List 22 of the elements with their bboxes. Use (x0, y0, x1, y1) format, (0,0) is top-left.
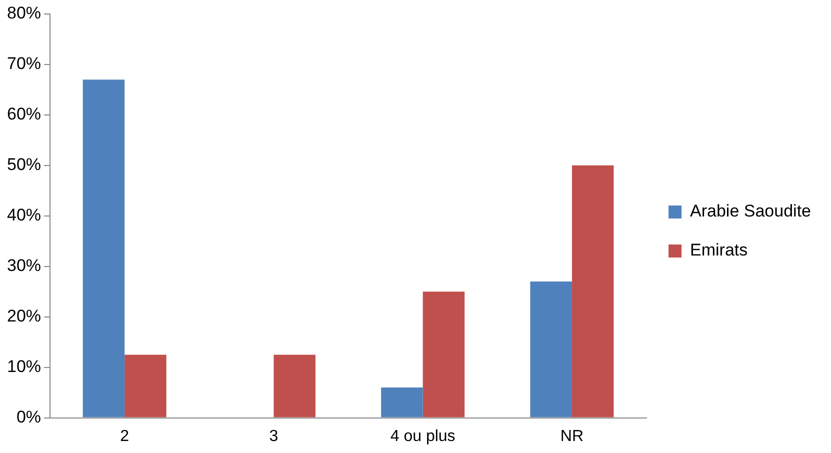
y-tick-label: 70% (6, 54, 42, 74)
y-tick-label: 20% (6, 306, 42, 326)
bar (381, 388, 423, 418)
y-tick-label: 10% (6, 357, 42, 376)
bar (82, 80, 125, 418)
legend-label: Arabie Saoudite (690, 202, 812, 221)
legend-label: Emirats (690, 240, 748, 260)
bar (274, 354, 316, 418)
y-tick-label: 0% (16, 407, 42, 426)
x-tick-label: 2 (120, 428, 130, 445)
bar (124, 354, 166, 418)
bar (422, 292, 465, 418)
bar (530, 282, 572, 418)
y-tick-label: 80% (6, 4, 42, 23)
y-tick-label: 30% (6, 256, 42, 276)
x-tick-label: 3 (269, 428, 278, 445)
x-tick-label: NR (560, 428, 584, 445)
y-tick-label: 60% (6, 104, 42, 124)
y-tick-label: 40% (6, 206, 42, 225)
y-tick-label: 50% (6, 155, 42, 174)
x-tick-label: 4 ou plus (390, 428, 456, 445)
bar (572, 165, 614, 418)
